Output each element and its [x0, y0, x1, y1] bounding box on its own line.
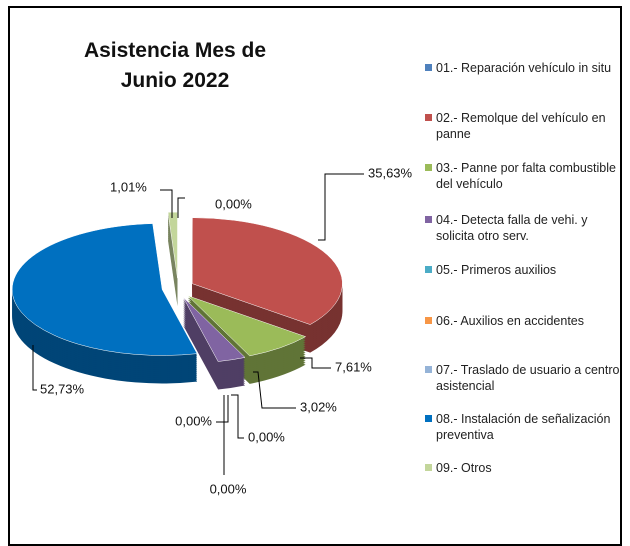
legend-swatch — [425, 114, 432, 121]
leader-line — [318, 173, 364, 241]
legend-label: 09.- Otros — [436, 461, 492, 475]
slice — [167, 211, 178, 279]
legend-entry: 03.- Panne por falta combustible del veh… — [425, 160, 626, 192]
data-label: 52,73% — [40, 381, 85, 396]
page: {"chart_data": {"type": "pie", "title": … — [8, 6, 626, 546]
legend-entry: 06.- Auxilios en accidentes — [425, 313, 626, 329]
legend-label: 01.- Reparación vehículo in situ — [436, 61, 612, 75]
legend-swatch — [425, 64, 432, 71]
leader-line — [177, 197, 185, 218]
legend-label: 07.- Traslado de usuario a centro asiste… — [436, 363, 620, 393]
data-label: 0,00% — [248, 429, 285, 444]
chart-title: Asistencia Mes de Junio 2022 — [83, 39, 267, 92]
legend-label: 05.- Primeros auxilios — [436, 263, 557, 277]
slice — [192, 217, 343, 325]
legend-swatch — [425, 266, 432, 273]
slice — [187, 295, 307, 357]
leader-line — [160, 189, 173, 218]
leader-line — [300, 357, 331, 369]
legend-swatch — [425, 366, 432, 373]
data-label: 3,02% — [300, 399, 337, 414]
data-label: 1,01% — [110, 179, 147, 194]
legend-label: 08.- Instalación de señalización prevent… — [436, 412, 611, 442]
legend-label: 04.- Detecta falla de vehi. y solicita o… — [436, 213, 588, 243]
legend-entry: 01.- Reparación vehículo in situ — [425, 60, 626, 76]
leader-line — [216, 395, 229, 423]
legend-label: 06.- Auxilios en accidentes — [436, 314, 585, 328]
leader-line — [32, 345, 37, 391]
data-label: 35,63% — [368, 165, 413, 180]
legend-swatch — [425, 164, 432, 171]
legend-swatch — [425, 415, 432, 422]
chart: 0,00% 35,63% 7,61% 3,02% 0,00% 0,00% 0,00% 52,7… — [11, 165, 413, 496]
legend-swatch — [425, 464, 432, 471]
data-label: 0,00% — [175, 413, 212, 428]
legend-swatch — [425, 317, 432, 324]
slice — [11, 223, 198, 356]
leader-line — [253, 371, 296, 409]
data-label: 7,61% — [335, 359, 372, 374]
legend-entry: 02.- Remolque del vehículo en panne — [425, 110, 626, 142]
legend-entry: 07.- Traslado de usuario a centro asiste… — [425, 362, 626, 394]
slice — [182, 297, 246, 362]
leader-line — [231, 394, 244, 439]
legend-entry: 08.- Instalación de señalización prevent… — [425, 411, 626, 443]
data-label: 0,00% — [215, 196, 252, 211]
legend-label: 03.- Panne por falta combustible del veh… — [436, 161, 616, 191]
legend-swatch — [425, 216, 432, 223]
legend-entry: 04.- Detecta falla de vehi. y solicita o… — [425, 212, 626, 244]
legend-entry: 05.- Primeros auxilios — [425, 262, 626, 278]
legend-label: 02.- Remolque del vehículo en panne — [436, 111, 606, 141]
data-label: 0,00% — [210, 481, 247, 496]
legend-entry: 09.- Otros — [425, 460, 626, 476]
